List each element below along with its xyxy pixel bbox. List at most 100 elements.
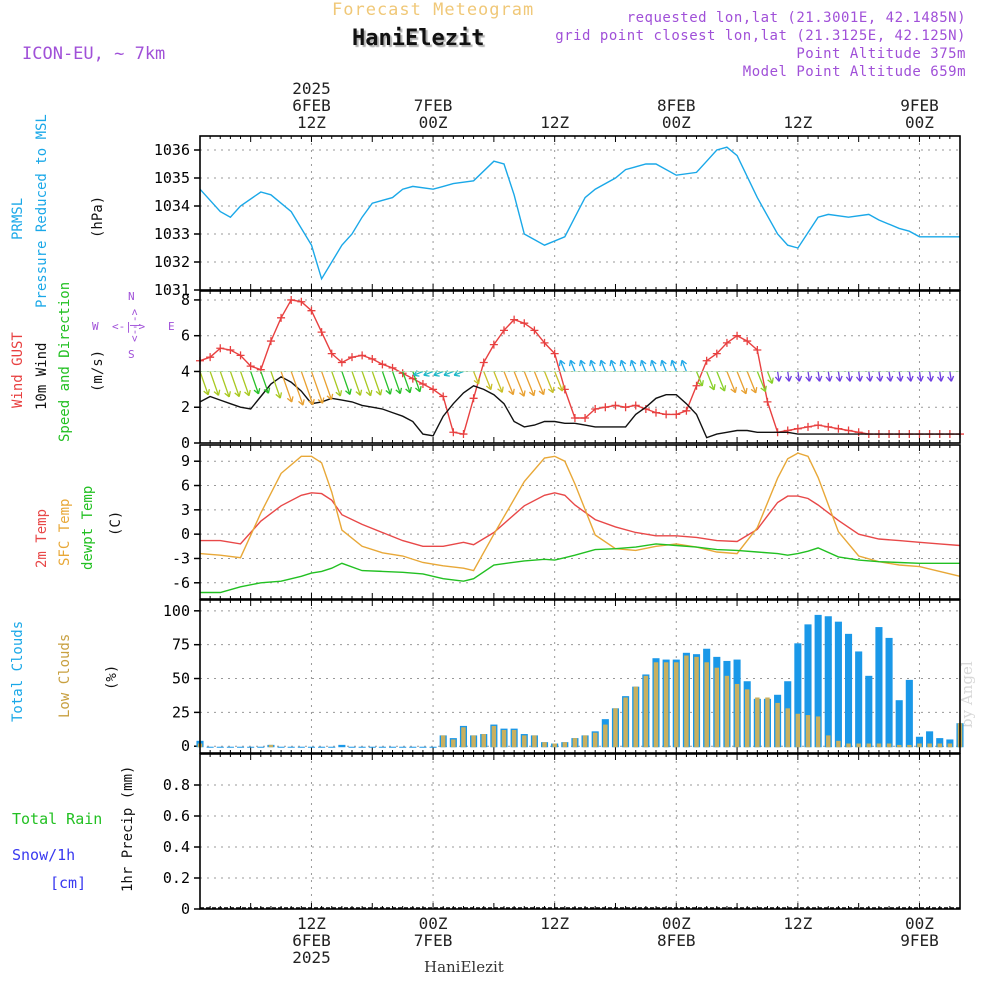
- gust-marker: [540, 338, 549, 347]
- station-name: HaniElezit: [352, 26, 485, 51]
- wind-arrow-head: [275, 392, 283, 399]
- gust-marker: [763, 397, 772, 406]
- wind-arrow: [827, 371, 831, 382]
- time-label-b00c: 00Z 9FEB: [879, 915, 959, 949]
- low-cloud-bar: [896, 744, 902, 748]
- wind-arrow-head: [866, 375, 874, 382]
- y-tick-label: 1036: [154, 141, 190, 159]
- y-tick-label: 9: [181, 452, 190, 470]
- gust-marker: [277, 313, 286, 322]
- gust-marker: [206, 353, 215, 362]
- wind-arrow: [371, 371, 382, 396]
- low-cloud-bar: [481, 734, 486, 748]
- time-label-line: 9FEB: [900, 931, 939, 950]
- wind-arrow-head: [926, 375, 934, 382]
- low-cloud-bar: [542, 742, 547, 748]
- wind-arrow: [878, 371, 882, 382]
- gust-marker: [804, 422, 812, 431]
- gust-marker: [327, 349, 336, 358]
- wind-arrow: [817, 371, 821, 382]
- time-label-t12c: 12Z: [758, 114, 838, 131]
- low-cloud-bar: [572, 738, 578, 748]
- time-label-line: 8FEB: [657, 96, 696, 115]
- time-label-b12c: 12Z: [758, 915, 838, 932]
- low-cloud-bar: [937, 743, 942, 748]
- low-cloud-bar: [552, 743, 557, 748]
- wind-arrow: [209, 371, 220, 396]
- gust-marker: [570, 413, 579, 422]
- low-cloud-bar: [511, 729, 517, 748]
- gust-marker: [287, 295, 296, 304]
- gust-marker: [591, 405, 600, 414]
- wind-arrow-head: [213, 389, 221, 396]
- time-label-b00a: 00Z 7FEB: [393, 915, 473, 949]
- wind-arrow: [868, 371, 871, 382]
- low-cloud-bar: [653, 662, 659, 748]
- wind-arrow-head: [815, 375, 823, 382]
- gust-marker: [722, 338, 731, 347]
- wind-arrow: [766, 371, 773, 384]
- panel-frame: [199, 599, 961, 754]
- wind-arrow: [630, 360, 637, 372]
- gust-marker: [388, 363, 397, 372]
- gust-marker: [652, 408, 660, 417]
- wind-arrow-head: [308, 398, 315, 406]
- requested-coords: requested lon,lat (21.3001E, 42.1485N): [626, 10, 966, 26]
- wind-arrow: [250, 371, 260, 395]
- y-tick-label: 4: [181, 362, 190, 380]
- wind-arrow: [580, 360, 586, 372]
- wind-arrow-head: [785, 375, 793, 382]
- total-cloud-bar: [794, 643, 802, 748]
- wind-arrow: [260, 371, 270, 394]
- low-cloud-bar: [532, 735, 537, 748]
- wind-arrow-head: [395, 387, 403, 395]
- gust-marker: [216, 344, 225, 353]
- y-tick-label: 6: [181, 327, 190, 345]
- time-label-line: 6FEB: [292, 96, 331, 115]
- low-cloud-bar: [775, 702, 780, 748]
- wind-arrow-head: [519, 390, 526, 397]
- gust-marker: [601, 403, 610, 412]
- wind-arrow: [341, 371, 351, 395]
- wind-arrow: [640, 360, 647, 372]
- model-altitude: Model Point Altitude 659m: [742, 64, 966, 80]
- low-cloud-bar: [947, 743, 953, 748]
- gust-marker: [550, 349, 559, 358]
- wind-arrow: [858, 371, 861, 382]
- compass-n: N: [128, 290, 135, 303]
- wind-arrow: [493, 371, 503, 393]
- time-label-t00a: 7FEB 00Z: [393, 97, 473, 131]
- wind-arrow: [837, 371, 841, 382]
- y-tick-label: 6: [181, 477, 190, 495]
- gust-marker: [246, 362, 255, 371]
- time-label-line: 00Z: [418, 914, 448, 933]
- wind-arrow-head: [896, 375, 904, 382]
- gust-marker: [469, 394, 478, 403]
- wind-arrow: [736, 371, 747, 394]
- wind-arrow-head: [203, 388, 210, 396]
- gust-marker: [337, 358, 346, 367]
- time-label-b00b: 00Z 8FEB: [636, 915, 716, 949]
- panel-frame: [199, 135, 961, 291]
- wind-arrow: [888, 371, 892, 382]
- wind-arrow-head: [649, 359, 657, 367]
- low-cloud-bar: [501, 729, 507, 748]
- gust-marker: [783, 426, 792, 435]
- wind-arrow: [726, 371, 737, 393]
- y-tick-label: 1034: [154, 197, 190, 215]
- low-cloud-bar: [846, 743, 851, 748]
- gust-marker: [297, 297, 306, 306]
- wind-arrow: [787, 371, 790, 382]
- wind-arrow-head: [619, 359, 627, 367]
- gust-marker: [753, 346, 762, 355]
- wind-arrow-head: [660, 359, 667, 367]
- wind-arrow: [219, 371, 230, 398]
- wind-arrow: [949, 371, 952, 382]
- wind-arrow-head: [795, 375, 803, 382]
- gust-marker: [692, 381, 701, 390]
- wind-arrow: [918, 371, 922, 382]
- gust-marker: [489, 340, 498, 349]
- total-rain-label: Total Rain: [12, 810, 103, 828]
- low-cloud-bar: [734, 683, 740, 748]
- panel-frame: [199, 444, 961, 600]
